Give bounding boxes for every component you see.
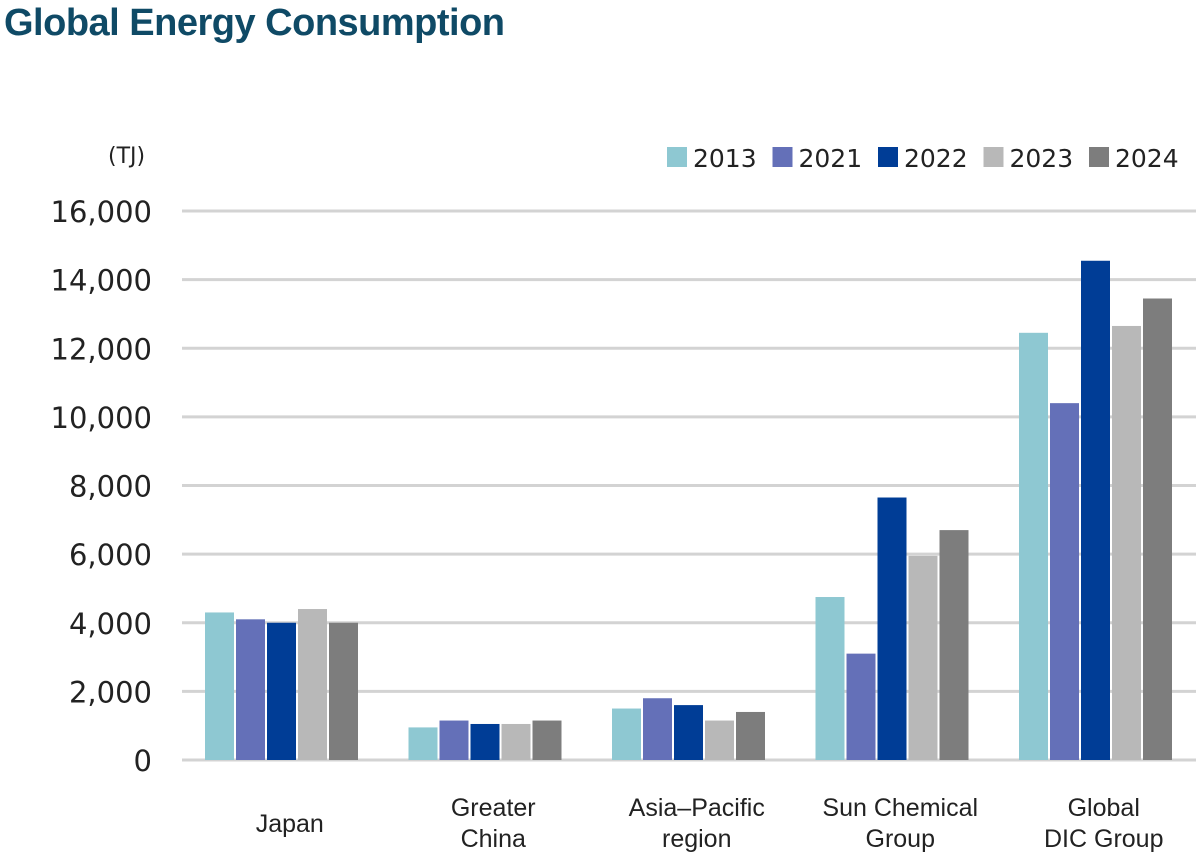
bar-2022 xyxy=(267,622,296,760)
bar-2013 xyxy=(408,727,438,760)
bar-2021 xyxy=(846,653,876,760)
y-tick-label: 10,000 xyxy=(51,401,152,435)
legend-label-2023: 2023 xyxy=(1010,144,1074,173)
bar-2022 xyxy=(674,705,703,760)
bar-2024 xyxy=(939,530,969,760)
legend-swatch-2022 xyxy=(878,147,898,167)
bar-2023 xyxy=(501,723,531,760)
bar-2013 xyxy=(612,708,641,760)
x-category-label: Sun Chemical Group xyxy=(822,794,978,853)
bar-2023 xyxy=(298,609,327,760)
legend-swatch-2024 xyxy=(1089,147,1109,167)
y-axis-unit-label: (TJ) xyxy=(108,144,145,169)
legend-swatch-2023 xyxy=(983,147,1004,167)
bar-2024 xyxy=(736,711,765,760)
legend-swatch-2021 xyxy=(772,147,793,167)
bar-2023 xyxy=(705,720,734,760)
legend: 2013 2021 2022 2023 2024 xyxy=(667,144,1179,173)
bar-2021 xyxy=(236,619,265,760)
x-axis: Japan Greater China Asia–Pacific region Sun C… xyxy=(256,794,1164,853)
chart-title: Global Energy Consumption xyxy=(4,2,505,44)
legend-label-2022: 2022 xyxy=(904,144,968,173)
y-tick-label: 0 xyxy=(134,744,152,778)
bar-2013 xyxy=(815,597,845,760)
y-tick-label: 2,000 xyxy=(69,675,152,709)
bar-2022 xyxy=(470,723,500,760)
legend-label-2024: 2024 xyxy=(1115,144,1179,173)
y-tick-label: 8,000 xyxy=(69,470,152,504)
bar-2023 xyxy=(1112,325,1141,760)
bar-2024 xyxy=(329,622,358,760)
bar-2021 xyxy=(439,720,469,760)
bar-2022 xyxy=(1081,260,1110,760)
bar-2013 xyxy=(1019,332,1048,760)
y-axis: 0 2,000 4,000 6,000 8,000 10,000 12,000 14,000 1… xyxy=(51,195,152,778)
bar-2023 xyxy=(908,555,938,760)
bars xyxy=(205,260,1172,760)
y-tick-label: 12,000 xyxy=(51,332,152,366)
bar-2024 xyxy=(532,720,562,760)
bar-2022 xyxy=(877,497,907,760)
x-category-label: Greater China xyxy=(451,794,536,853)
bar-2013 xyxy=(205,612,234,760)
x-category-label: Japan xyxy=(256,810,324,838)
legend-label-2013: 2013 xyxy=(693,144,757,173)
bar-2024 xyxy=(1143,298,1172,760)
y-tick-label: 6,000 xyxy=(69,538,152,572)
x-category-label: Global DIC Group xyxy=(1044,794,1163,853)
y-tick-label: 4,000 xyxy=(69,607,152,641)
y-tick-label: 16,000 xyxy=(51,195,152,229)
x-category-label: Asia–Pacific region xyxy=(629,794,765,853)
y-tick-label: 14,000 xyxy=(51,264,152,298)
legend-label-2021: 2021 xyxy=(799,144,863,173)
bar-2021 xyxy=(1050,403,1079,760)
legend-swatch-2013 xyxy=(667,147,687,167)
bar-2021 xyxy=(643,698,672,760)
